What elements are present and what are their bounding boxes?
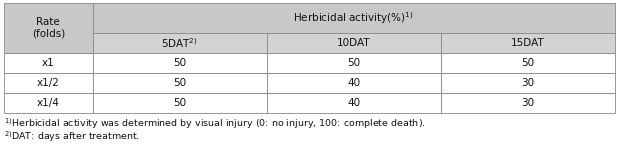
Text: 5DAT$^{2)}$: 5DAT$^{2)}$ [162, 36, 198, 50]
Text: 40: 40 [347, 98, 360, 108]
Bar [93, 3, 615, 33]
Text: 30: 30 [521, 78, 534, 88]
Bar [441, 33, 615, 53]
Bar [4, 73, 93, 93]
Bar [93, 73, 267, 93]
Text: $^{1)}$Herbicidal activity was determined by visual injury (0: no injury, 100: c: $^{1)}$Herbicidal activity was determine… [4, 116, 426, 131]
Text: 15DAT: 15DAT [511, 38, 545, 48]
Text: Herbicidal activity(%)$^{1)}$: Herbicidal activity(%)$^{1)}$ [293, 10, 414, 26]
Text: 50: 50 [173, 58, 186, 68]
Bar [267, 73, 441, 93]
Bar [4, 53, 93, 73]
Text: x1/2: x1/2 [37, 78, 60, 88]
Bar [441, 53, 615, 73]
Text: 50: 50 [173, 78, 186, 88]
Bar [267, 33, 441, 53]
Bar [93, 53, 267, 73]
Text: 40: 40 [347, 78, 360, 88]
Text: 50: 50 [347, 58, 360, 68]
Bar [441, 93, 615, 113]
Text: Rate
(folds): Rate (folds) [32, 17, 65, 39]
Text: $^{2)}$DAT: days after treatment.: $^{2)}$DAT: days after treatment. [4, 129, 140, 144]
Bar [93, 33, 267, 53]
Bar [4, 93, 93, 113]
Text: 30: 30 [521, 98, 534, 108]
Bar [267, 93, 441, 113]
Text: 50: 50 [173, 98, 186, 108]
Bar [4, 3, 93, 53]
Bar [93, 93, 267, 113]
Bar [267, 53, 441, 73]
Text: x1/4: x1/4 [37, 98, 60, 108]
Text: x1: x1 [42, 58, 54, 68]
Bar [441, 73, 615, 93]
Text: 10DAT: 10DAT [337, 38, 371, 48]
Text: 50: 50 [521, 58, 534, 68]
